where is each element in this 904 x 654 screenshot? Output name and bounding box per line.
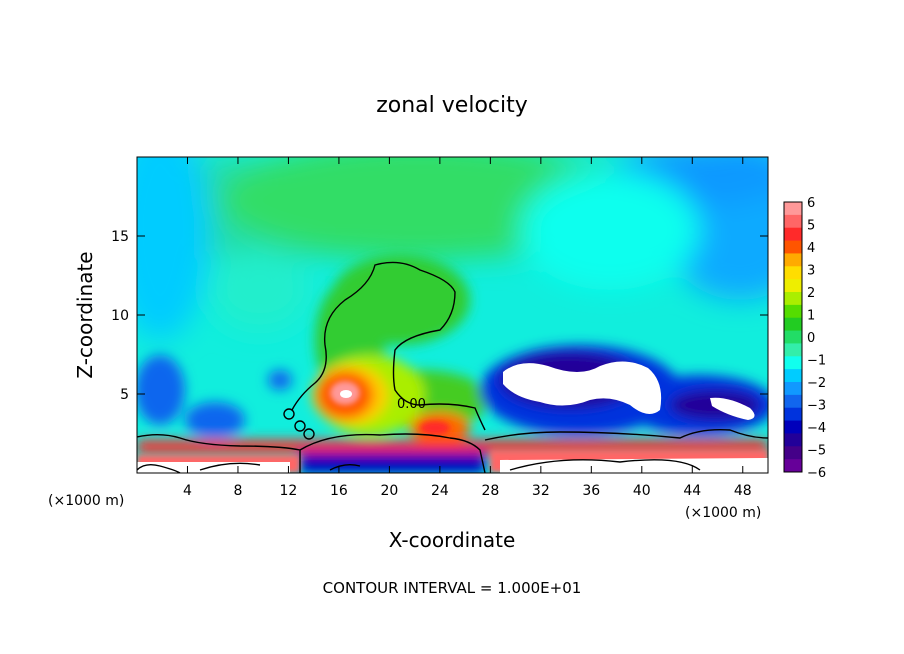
y-tick-label: 10 [111, 308, 129, 324]
x-tick-label: 32 [532, 483, 550, 499]
y-tick-label: 15 [111, 229, 129, 245]
y-axis-label: Z-coordinate [73, 251, 97, 378]
colorbar-label: 6 [807, 196, 815, 211]
x-tick-label: 24 [431, 483, 449, 499]
zero-contour [137, 261, 768, 473]
colorbar-swatch [784, 420, 802, 434]
colorbar-swatch [784, 330, 802, 344]
colorbar-swatch [784, 266, 802, 280]
out-of-range-regions [137, 361, 768, 473]
colorbar-label: 4 [807, 241, 815, 256]
x-tick-label: 28 [481, 483, 499, 499]
colorbar-swatch [784, 369, 802, 383]
colorbar-swatch [784, 253, 802, 267]
colorbar-swatch [784, 292, 802, 306]
x-tick-label: 12 [280, 483, 298, 499]
x-axis-label: X-coordinate [389, 528, 516, 552]
y-axis-ticks: 5 10 15 [111, 229, 768, 403]
chart-title: zonal velocity [376, 93, 528, 118]
colorbar-swatch [784, 343, 802, 357]
colorbar-label: −3 [807, 399, 826, 414]
x-tick-label: 36 [582, 483, 600, 499]
colorbar-label: 5 [807, 219, 815, 234]
colorbar-swatch [784, 214, 802, 229]
colorbar-swatch [784, 382, 802, 396]
x-tick-label: 16 [330, 483, 348, 499]
colorbar-swatch [784, 407, 802, 422]
colorbar-label: −5 [807, 444, 826, 459]
colorbar-swatch [784, 240, 802, 254]
colorbar-swatch [784, 317, 802, 332]
x-unit-label-right: (×1000 m) [685, 505, 761, 521]
colorbar-frame [783, 201, 803, 473]
colorbar-label: 2 [807, 286, 815, 301]
contour-interval-footer: CONTOUR INTERVAL = 1.000E+01 [323, 579, 582, 597]
colorbar: 6 5 4 3 2 1 0 −1 −2 −3 −4 −5 −6 [783, 196, 826, 481]
colorbar-swatch [784, 227, 802, 242]
colorbar-label: −4 [807, 421, 826, 436]
colorbar-swatch [784, 279, 802, 293]
colorbar-swatch [784, 433, 802, 447]
colorbar-swatch [784, 446, 802, 460]
colorbar-label: 3 [807, 264, 815, 279]
x-axis-ticks: 4 8 12 16 20 24 28 32 36 40 44 48 [183, 157, 752, 499]
colorbar-swatch [784, 304, 802, 319]
x-tick-label: 40 [633, 483, 651, 499]
colorbar-label: 0 [807, 331, 815, 346]
x-tick-label: 8 [233, 483, 242, 499]
x-tick-label: 4 [183, 483, 192, 499]
colorbar-swatch [784, 459, 802, 473]
contour-label: 0.00 [397, 397, 426, 412]
y-tick-label: 5 [120, 387, 129, 403]
x-tick-label: 48 [734, 483, 752, 499]
colorbar-swatch [784, 202, 802, 216]
x-unit-label: (×1000 m) [48, 493, 124, 509]
colorbar-swatch [784, 394, 802, 409]
colorbar-label: 1 [807, 309, 815, 324]
colorbar-label: −6 [807, 466, 826, 481]
plot-area: 0.00 [137, 157, 768, 473]
x-tick-label: 44 [683, 483, 701, 499]
colorbar-label: −1 [807, 354, 826, 369]
x-tick-label: 20 [380, 483, 398, 499]
colorbar-label: −2 [807, 376, 826, 391]
colorbar-swatch [784, 356, 802, 370]
